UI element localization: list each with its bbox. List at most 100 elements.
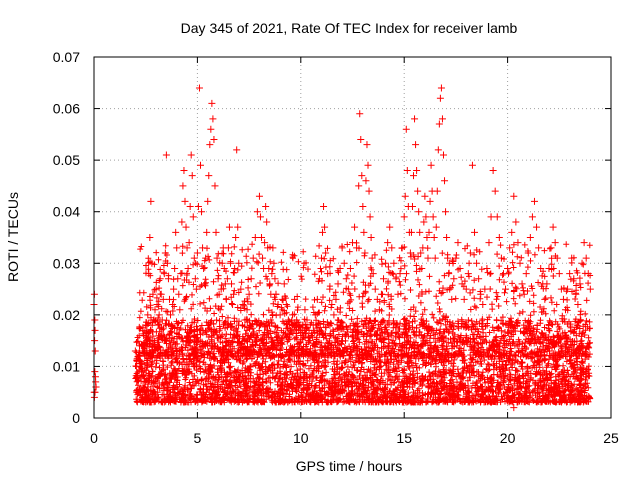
data-point bbox=[280, 280, 288, 288]
data-point bbox=[265, 264, 273, 272]
data-point bbox=[261, 239, 269, 247]
data-point bbox=[237, 285, 245, 293]
data-point bbox=[576, 280, 584, 288]
data-point bbox=[422, 213, 430, 221]
data-point bbox=[315, 275, 323, 283]
data-point bbox=[479, 301, 487, 309]
data-point bbox=[213, 254, 221, 262]
data-point bbox=[464, 270, 472, 278]
data-point bbox=[408, 203, 416, 211]
data-point bbox=[535, 244, 543, 252]
data-point bbox=[522, 383, 530, 391]
y-tick-label: 0.01 bbox=[53, 358, 80, 374]
data-point bbox=[229, 301, 237, 309]
data-point bbox=[475, 373, 483, 381]
data-point bbox=[433, 187, 441, 195]
data-point bbox=[191, 378, 199, 386]
data-point bbox=[522, 270, 530, 278]
data-point bbox=[537, 264, 545, 272]
data-point bbox=[340, 259, 348, 267]
data-point bbox=[263, 218, 271, 226]
data-point bbox=[132, 362, 140, 370]
data-point bbox=[168, 321, 176, 329]
data-point bbox=[271, 275, 279, 283]
data-point bbox=[147, 197, 155, 205]
data-point bbox=[163, 259, 171, 267]
data-point bbox=[553, 254, 561, 262]
data-point bbox=[205, 172, 213, 180]
data-point bbox=[203, 228, 211, 236]
data-point bbox=[426, 197, 434, 205]
data-point bbox=[450, 383, 458, 391]
y-tick-label: 0 bbox=[72, 410, 80, 426]
data-point bbox=[574, 301, 582, 309]
data-point bbox=[499, 378, 507, 386]
data-point bbox=[142, 321, 150, 329]
data-point bbox=[365, 187, 373, 195]
data-point bbox=[471, 228, 479, 236]
data-point bbox=[172, 228, 180, 236]
data-point bbox=[149, 290, 157, 298]
data-point bbox=[382, 393, 390, 401]
data-point bbox=[160, 337, 168, 345]
data-point bbox=[156, 275, 164, 283]
data-point bbox=[289, 311, 297, 319]
data-point bbox=[373, 295, 381, 303]
data-point bbox=[334, 388, 342, 396]
data-point bbox=[208, 99, 216, 107]
data-point bbox=[506, 244, 514, 252]
data-point bbox=[471, 342, 479, 350]
data-point bbox=[322, 362, 330, 370]
data-point bbox=[460, 295, 468, 303]
data-point bbox=[566, 270, 574, 278]
data-point bbox=[473, 259, 481, 267]
data-point bbox=[276, 311, 284, 319]
data-point bbox=[359, 203, 367, 211]
data-point bbox=[185, 239, 193, 247]
data-point bbox=[269, 244, 277, 252]
data-point bbox=[301, 306, 309, 314]
data-point bbox=[420, 218, 428, 226]
data-point bbox=[384, 239, 392, 247]
x-tick-label: 5 bbox=[194, 430, 202, 446]
data-point bbox=[311, 311, 319, 319]
data-point bbox=[456, 264, 464, 272]
data-point bbox=[309, 373, 317, 381]
data-point bbox=[92, 383, 100, 391]
data-point bbox=[210, 136, 218, 144]
data-point bbox=[262, 368, 270, 376]
data-point bbox=[178, 218, 186, 226]
data-point bbox=[547, 244, 555, 252]
y-tick-label: 0.07 bbox=[53, 49, 80, 65]
data-point bbox=[241, 316, 249, 324]
data-point bbox=[351, 223, 359, 231]
data-point bbox=[268, 270, 276, 278]
data-point bbox=[169, 301, 177, 309]
data-point bbox=[179, 368, 187, 376]
data-point bbox=[249, 254, 257, 262]
data-point bbox=[367, 383, 375, 391]
data-point bbox=[135, 342, 143, 350]
data-point bbox=[167, 311, 175, 319]
data-point bbox=[230, 290, 238, 298]
data-point bbox=[355, 182, 363, 190]
data-point bbox=[437, 84, 445, 92]
data-point bbox=[466, 249, 474, 257]
data-point bbox=[584, 270, 592, 278]
data-point bbox=[415, 208, 423, 216]
data-point bbox=[528, 213, 536, 221]
data-point bbox=[214, 275, 222, 283]
data-point bbox=[328, 301, 336, 309]
data-point bbox=[174, 275, 182, 283]
data-point bbox=[313, 295, 321, 303]
data-point bbox=[280, 357, 288, 365]
data-point bbox=[398, 347, 406, 355]
data-point bbox=[243, 306, 251, 314]
data-point bbox=[481, 285, 489, 293]
data-point bbox=[510, 192, 518, 200]
data-point bbox=[206, 141, 214, 149]
data-point bbox=[489, 166, 497, 174]
y-tick-label: 0.03 bbox=[53, 255, 80, 271]
data-point bbox=[344, 378, 352, 386]
data-point bbox=[413, 166, 421, 174]
